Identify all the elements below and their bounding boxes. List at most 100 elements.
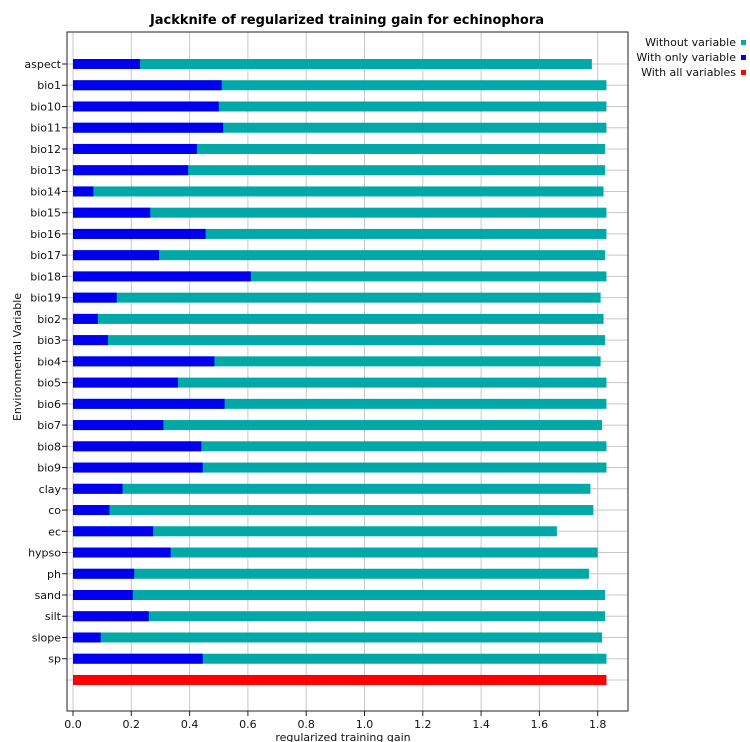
legend-swatch	[741, 55, 746, 60]
y-tick-label: bio8	[37, 440, 61, 453]
bar-with-only-variable	[73, 80, 222, 91]
y-tick-label: bio12	[30, 143, 61, 156]
bar-without-variable	[73, 462, 607, 473]
legend-label: With all variables	[641, 66, 736, 79]
x-tick-label: 1.0	[356, 718, 374, 731]
bar-with-only-variable	[73, 505, 110, 516]
bar-without-variable	[73, 653, 607, 664]
bar-with-only-variable	[73, 547, 171, 558]
chart-title: Jackknife of regularized training gain f…	[149, 13, 544, 28]
y-tick-label: slope	[32, 631, 61, 644]
bar-with-only-variable	[73, 143, 197, 154]
bar-with-only-variable	[73, 186, 94, 197]
bar-without-variable	[73, 483, 591, 494]
bar-with-only-variable	[73, 292, 117, 303]
y-tick-label: bio17	[30, 249, 61, 262]
y-tick-label: hypso	[28, 547, 61, 560]
bar-without-variable	[73, 271, 607, 282]
bar-without-variable	[73, 632, 603, 643]
bar-without-variable	[73, 165, 605, 176]
bar-with-only-variable	[73, 398, 225, 409]
plot-frame	[66, 31, 629, 712]
bar-with-only-variable	[73, 462, 203, 473]
y-tick-label: bio16	[30, 228, 61, 241]
x-tick-labels: 0.0 0.2 0.4 0.6 0.8 1.0 1.2 1.4 1.6 1.8	[64, 711, 606, 731]
bar-without-variable	[73, 441, 607, 452]
bar-without-variable	[73, 313, 604, 324]
y-tick-label: bio10	[30, 100, 61, 113]
bar-with-only-variable	[73, 526, 154, 537]
bar-without-variable	[73, 611, 605, 622]
bar-with-only-variable	[73, 165, 189, 176]
bar-with-only-variable	[73, 483, 123, 494]
y-tick-label: sp	[48, 653, 61, 666]
y-tick-label: clay	[39, 483, 62, 496]
y-tick-label: sand	[35, 589, 61, 602]
bar-without-variable	[73, 59, 592, 69]
bar-without-variable	[73, 356, 601, 367]
x-tick-label: 1.6	[531, 718, 549, 731]
bar-with-only-variable	[73, 632, 101, 643]
y-tick-label: aspect	[24, 58, 61, 71]
bar-without-variable	[73, 526, 557, 537]
bar-without-variable	[73, 228, 607, 239]
x-tick-label: 0.6	[239, 718, 257, 731]
bar-with-only-variable	[73, 377, 178, 388]
bar-without-variable	[73, 80, 607, 91]
y-tick-label: bio2	[37, 313, 61, 326]
bar-with-only-variable	[73, 101, 219, 112]
legend: Without variable With only variable With a…	[636, 36, 746, 79]
bar-with-only-variable	[73, 590, 133, 600]
bar-without-variable	[73, 101, 607, 112]
bar-with-only-variable	[73, 207, 151, 218]
bar-with-only-variable	[73, 568, 135, 579]
bar-with-only-variable	[73, 653, 203, 664]
bar-without-variable	[73, 292, 601, 303]
x-tick-label: 1.2	[414, 718, 432, 731]
bar-without-variable	[73, 143, 605, 154]
bar-with-all-variables	[73, 674, 607, 685]
bar-without-variable	[73, 122, 607, 133]
x-tick-label: 0.8	[297, 718, 315, 731]
bar-without-variable	[73, 420, 603, 431]
x-tick-label: 0.0	[64, 718, 82, 731]
bar-with-only-variable	[73, 228, 206, 239]
y-tick-label: bio6	[37, 398, 61, 411]
bar-without-variable	[73, 547, 598, 558]
x-tick-label: 1.4	[472, 718, 490, 731]
bar-without-variable	[73, 505, 594, 516]
bars	[73, 59, 607, 685]
y-tick-label: co	[48, 504, 61, 517]
bar-without-variable	[73, 398, 607, 409]
x-tick-label: 0.2	[123, 718, 141, 731]
bar-with-only-variable	[73, 611, 149, 622]
y-tick-label: bio14	[30, 185, 61, 198]
grid	[67, 32, 628, 711]
x-tick-label: 1.8	[589, 718, 607, 731]
y-tick-label: ec	[48, 525, 61, 538]
y-tick-labels: aspect bio1 bio10 bio11 bio12 bio13 bio14 bio15…	[24, 58, 67, 666]
bar-without-variable	[73, 250, 605, 261]
y-tick-label: bio13	[30, 164, 61, 177]
x-tick-label: 0.4	[181, 718, 199, 731]
bar-without-variable	[73, 207, 607, 218]
bar-with-only-variable	[73, 122, 224, 133]
y-tick-label: bio15	[30, 207, 61, 220]
legend-swatch	[741, 70, 746, 75]
y-tick-label: bio11	[30, 122, 61, 135]
y-tick-label: bio3	[37, 334, 61, 347]
bar-with-only-variable	[73, 335, 108, 346]
y-tick-label: bio9	[37, 462, 61, 475]
legend-label: With only variable	[636, 51, 736, 64]
y-tick-label: bio7	[37, 419, 61, 432]
y-tick-label: silt	[45, 610, 62, 623]
y-tick-label: bio5	[37, 377, 61, 390]
bar-with-only-variable	[73, 250, 159, 261]
bar-with-only-variable	[73, 271, 251, 282]
bar-without-variable	[73, 568, 589, 579]
bar-with-only-variable	[73, 313, 98, 324]
bar-with-only-variable	[73, 356, 215, 367]
x-axis-label: regularized training gain	[275, 731, 410, 742]
legend-swatch	[741, 40, 746, 45]
